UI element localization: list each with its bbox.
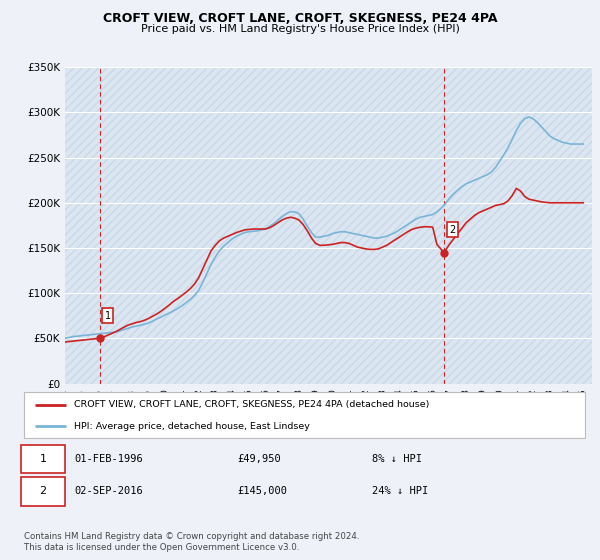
Text: 1: 1	[105, 311, 111, 321]
Text: 01-FEB-1996: 01-FEB-1996	[74, 454, 143, 464]
Text: HPI: Average price, detached house, East Lindsey: HPI: Average price, detached house, East…	[74, 422, 310, 431]
Text: 02-SEP-2016: 02-SEP-2016	[74, 486, 143, 496]
Text: £145,000: £145,000	[237, 486, 287, 496]
FancyBboxPatch shape	[24, 392, 585, 438]
FancyBboxPatch shape	[21, 477, 65, 506]
Text: Price paid vs. HM Land Registry's House Price Index (HPI): Price paid vs. HM Land Registry's House …	[140, 24, 460, 34]
Text: 2: 2	[40, 486, 47, 496]
Text: £49,950: £49,950	[237, 454, 281, 464]
Text: 24% ↓ HPI: 24% ↓ HPI	[372, 486, 428, 496]
Text: CROFT VIEW, CROFT LANE, CROFT, SKEGNESS, PE24 4PA (detached house): CROFT VIEW, CROFT LANE, CROFT, SKEGNESS,…	[74, 400, 430, 409]
Text: 8% ↓ HPI: 8% ↓ HPI	[372, 454, 422, 464]
Text: CROFT VIEW, CROFT LANE, CROFT, SKEGNESS, PE24 4PA: CROFT VIEW, CROFT LANE, CROFT, SKEGNESS,…	[103, 12, 497, 25]
Text: Contains HM Land Registry data © Crown copyright and database right 2024.
This d: Contains HM Land Registry data © Crown c…	[24, 532, 359, 552]
Text: 1: 1	[40, 454, 47, 464]
Text: 2: 2	[449, 225, 455, 235]
FancyBboxPatch shape	[21, 445, 65, 473]
